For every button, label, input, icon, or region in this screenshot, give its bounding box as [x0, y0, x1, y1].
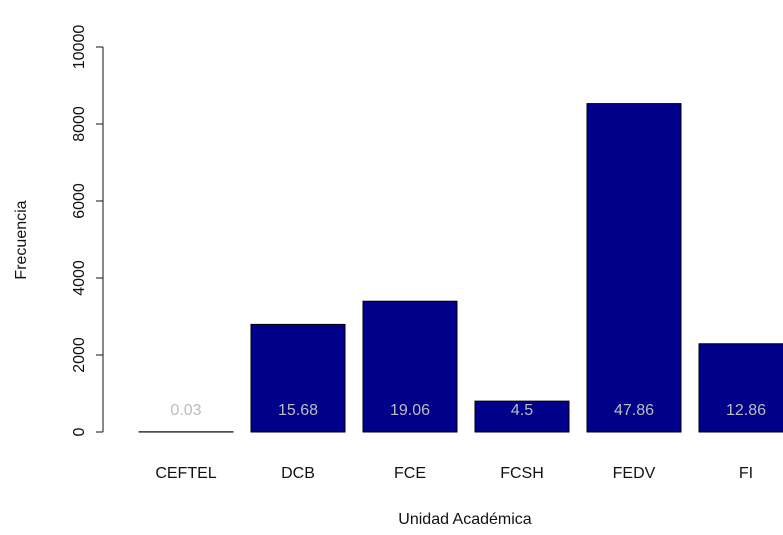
- y-tick-label: 2000: [71, 337, 88, 373]
- x-tick-label: FCE: [394, 465, 426, 482]
- bar-percent-label: 4.5: [511, 402, 533, 419]
- bar: [698, 343, 783, 433]
- x-axis-title: Unidad Académica: [398, 511, 532, 528]
- x-tick-label: FCSH: [500, 465, 544, 482]
- y-tick-label: 8000: [71, 106, 88, 142]
- bar: [586, 103, 682, 433]
- y-tick-label: 4000: [71, 260, 88, 296]
- bar: [362, 300, 458, 433]
- y-tick-label: 6000: [71, 183, 88, 219]
- x-tick-label: FI: [739, 465, 753, 482]
- y-axis-title: Frecuencia: [13, 200, 30, 279]
- bar: [250, 323, 346, 433]
- bar-percent-label: 47.86: [614, 402, 654, 419]
- bar-percent-label: 19.06: [390, 402, 430, 419]
- x-tick-label: FEDV: [613, 465, 656, 482]
- x-tick-label: DCB: [281, 465, 315, 482]
- x-tick-label: CEFTEL: [155, 465, 216, 482]
- y-tick-label: 0: [71, 427, 88, 436]
- bar-percent-label: 15.68: [278, 402, 318, 419]
- bar: [474, 400, 570, 433]
- bar-percent-label: 0.03: [170, 402, 201, 419]
- y-tick-label: 10000: [71, 25, 88, 70]
- bar-percent-label: 12.86: [726, 402, 766, 419]
